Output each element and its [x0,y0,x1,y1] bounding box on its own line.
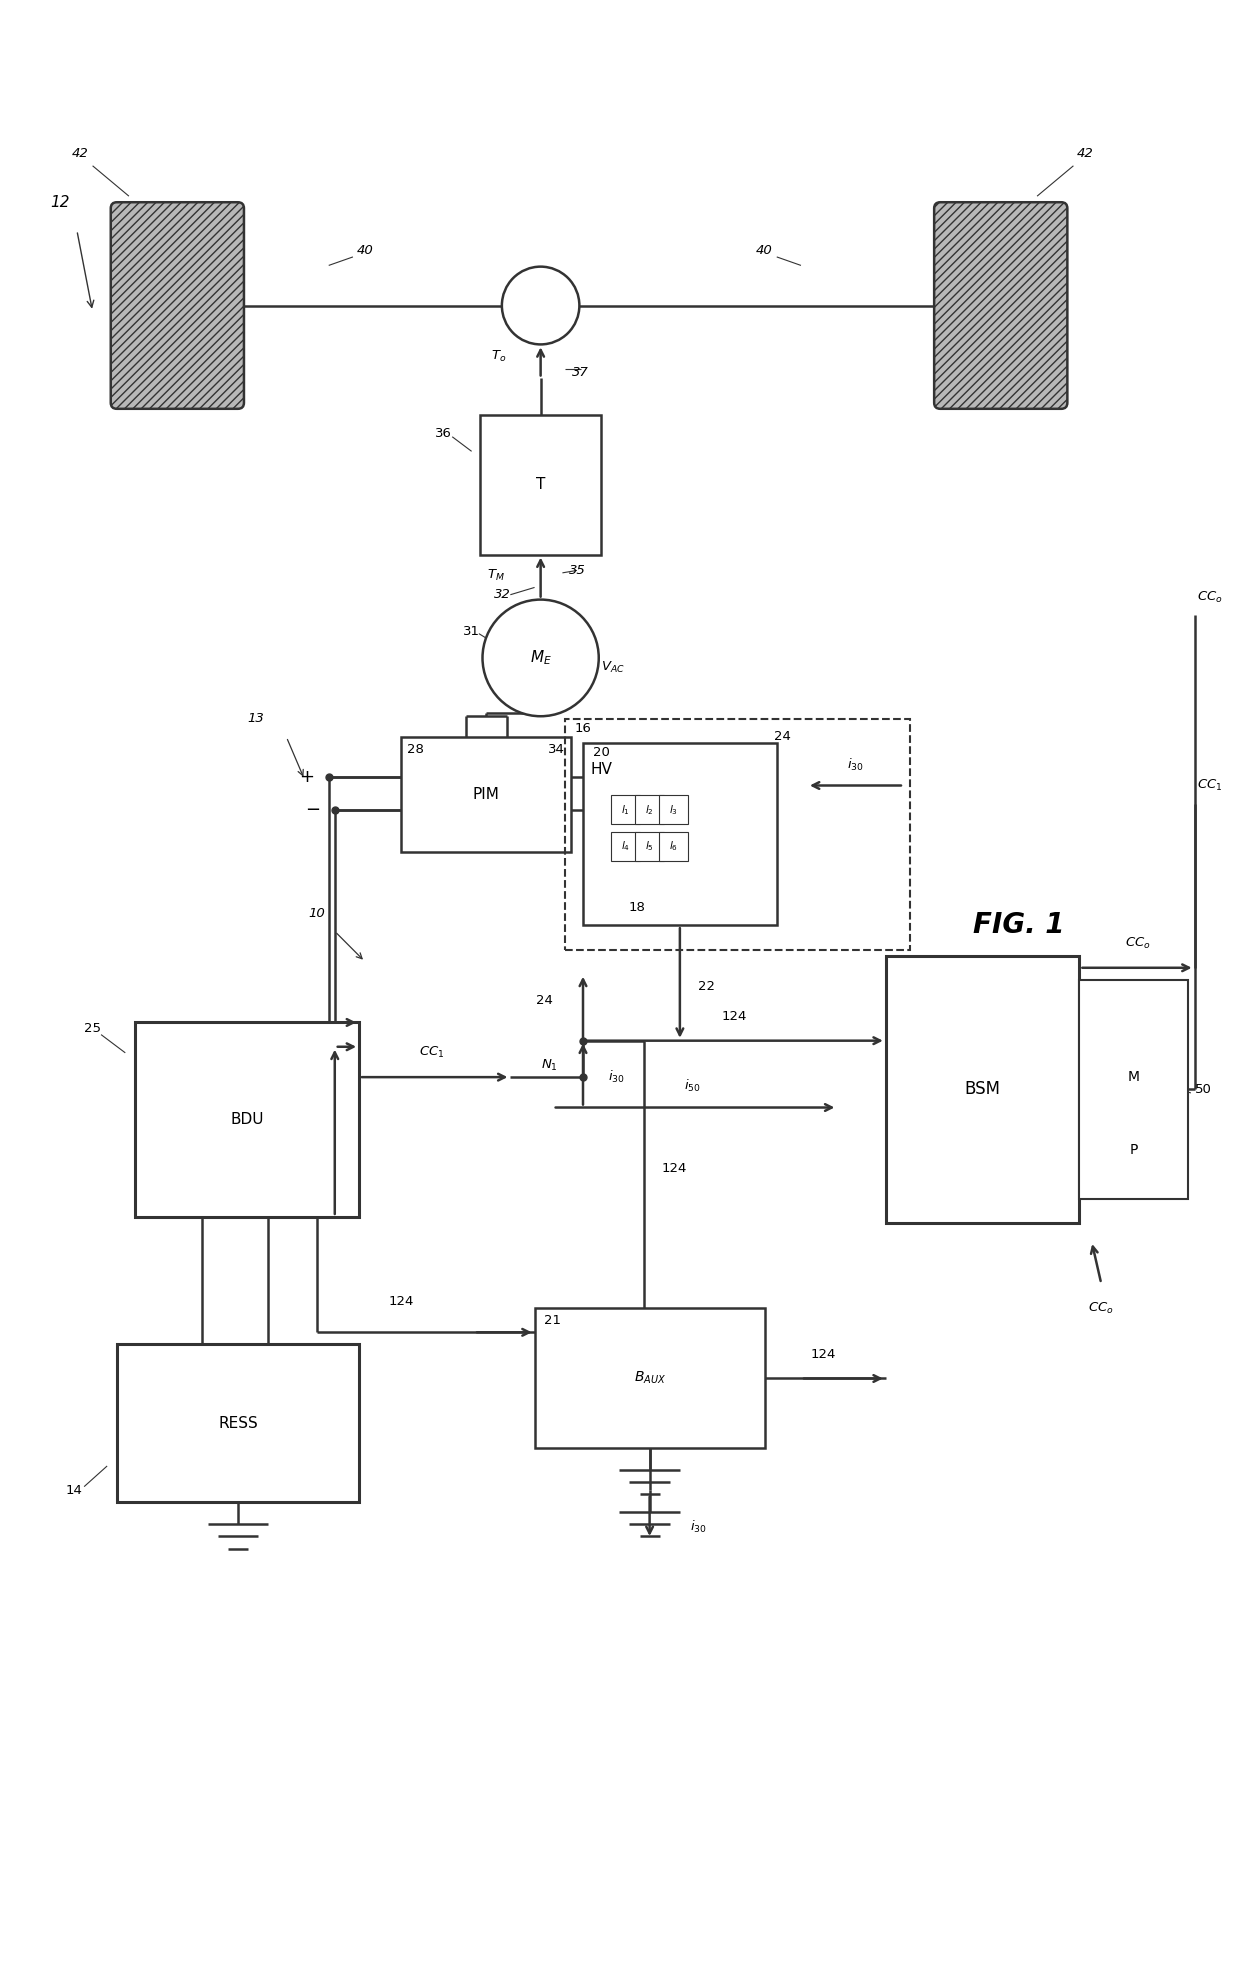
Text: $CC_1$: $CC_1$ [419,1045,444,1061]
Text: $CC_o$: $CC_o$ [1089,1300,1114,1315]
Text: PIM: PIM [472,787,500,801]
Text: FIG. 1: FIG. 1 [973,911,1065,939]
Bar [660,795,688,824]
Text: $i_{30}$: $i_{30}$ [847,757,864,773]
Text: $i_{30}$: $i_{30}$ [609,1069,625,1085]
Text: 40: 40 [756,245,773,256]
Text: $l_2$: $l_2$ [645,803,653,816]
Bar [583,743,776,925]
Text: T: T [536,477,546,493]
Text: HV: HV [590,763,613,777]
Text: $l_6$: $l_6$ [670,840,678,854]
Text: $B_{AUX}$: $B_{AUX}$ [634,1371,666,1386]
Text: $T_M$: $T_M$ [487,568,505,584]
Bar [480,414,601,554]
Text: $T_o$: $T_o$ [491,349,506,365]
Text: 16: 16 [574,722,591,736]
Bar [117,1345,360,1503]
Text: RESS: RESS [218,1416,258,1432]
Text: $CC_1$: $CC_1$ [1198,777,1223,793]
Text: $CC_o$: $CC_o$ [1198,590,1223,605]
Bar [635,832,665,862]
Bar [534,1307,765,1447]
Text: 14: 14 [66,1483,83,1497]
Text: $l_1$: $l_1$ [621,803,630,816]
Text: $l_5$: $l_5$ [645,840,653,854]
Text: M: M [1128,1071,1140,1085]
Text: 42: 42 [72,148,89,160]
FancyBboxPatch shape [110,203,244,408]
Text: 124: 124 [388,1296,414,1309]
Text: 21: 21 [544,1313,562,1327]
Text: $N_1$: $N_1$ [541,1057,558,1073]
Text: 24: 24 [774,730,791,743]
Text: 124: 124 [722,1010,746,1023]
Text: 31: 31 [463,625,480,637]
Bar [135,1021,360,1217]
Text: $V_{AC}$: $V_{AC}$ [601,661,625,674]
Text: 42: 42 [1078,148,1094,160]
Circle shape [502,266,579,345]
Text: BSM: BSM [965,1081,1001,1098]
Text: 40: 40 [357,245,373,256]
Bar [635,795,665,824]
Text: 36: 36 [435,426,453,440]
Text: 37: 37 [572,367,589,379]
Text: $M_E$: $M_E$ [529,649,552,667]
Text: $i_{50}$: $i_{50}$ [683,1077,701,1094]
Text: +: + [299,767,315,787]
Text: 32: 32 [494,588,510,601]
FancyBboxPatch shape [934,203,1068,408]
Bar [565,718,910,951]
Text: 24: 24 [536,994,553,1008]
Text: 13: 13 [248,712,264,726]
Text: P: P [1130,1144,1138,1158]
Bar [1080,980,1188,1199]
Text: 124: 124 [661,1162,687,1175]
Bar [402,738,570,852]
Text: 18: 18 [629,901,646,913]
Bar [611,795,640,824]
Text: BDU: BDU [231,1112,264,1128]
Text: $CC_o$: $CC_o$ [1125,937,1151,951]
Text: $l_3$: $l_3$ [670,803,678,816]
Text: $l_4$: $l_4$ [621,840,630,854]
Bar [611,832,640,862]
Circle shape [482,599,599,716]
Text: $i_{30}$: $i_{30}$ [689,1518,707,1534]
Text: 10: 10 [309,907,325,919]
Text: 12: 12 [50,195,69,209]
Bar [660,832,688,862]
Text: 124: 124 [810,1347,836,1361]
Text: 35: 35 [569,564,585,578]
Text: 28: 28 [408,743,424,755]
Text: −: − [305,801,321,818]
Text: 20: 20 [593,745,610,759]
Text: 25: 25 [84,1021,102,1035]
Text: 50: 50 [1194,1083,1211,1096]
Text: 22: 22 [698,980,715,992]
Bar [885,956,1080,1223]
Text: 34: 34 [548,743,564,755]
